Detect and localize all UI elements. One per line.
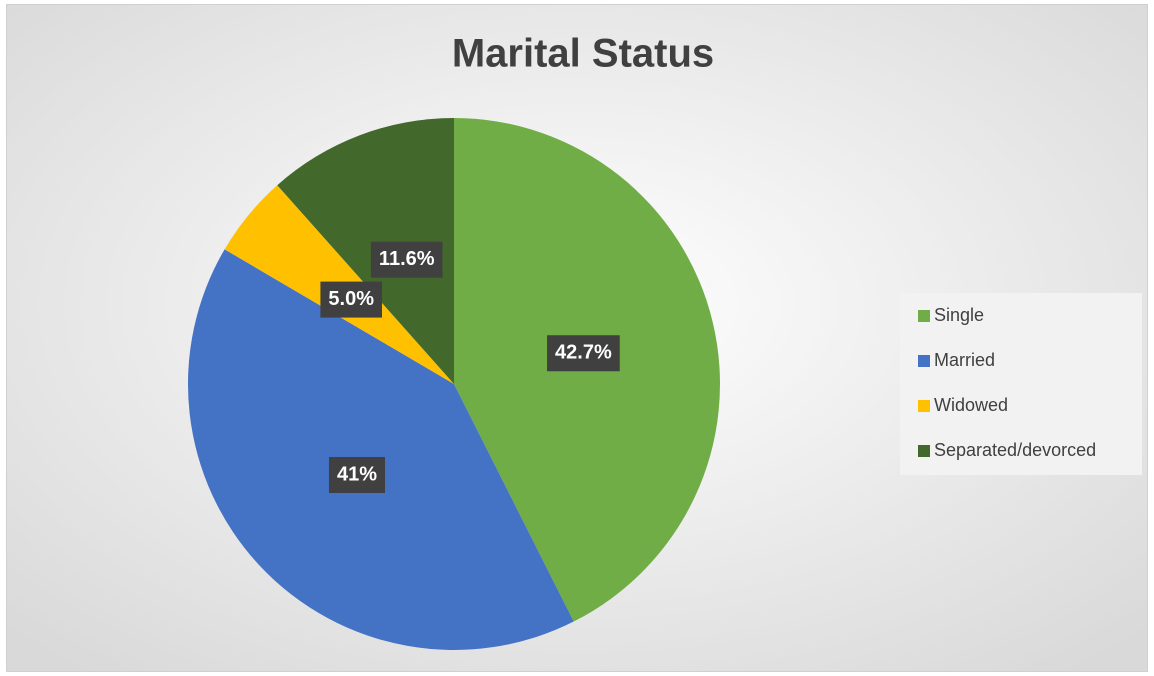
legend-swatch <box>918 445 930 457</box>
data-label-box <box>547 335 620 372</box>
pie-slice <box>277 118 454 384</box>
legend-label: Married <box>934 350 995 370</box>
data-label-box <box>320 281 383 318</box>
chart-title: Marital Status <box>452 32 714 76</box>
legend <box>900 293 1142 475</box>
data-label: 5.0% <box>328 288 374 310</box>
data-label: 11.6% <box>379 248 435 270</box>
data-label-box <box>370 241 443 278</box>
legend-label: Separated/devorced <box>934 440 1096 460</box>
legend-label: Single <box>934 305 984 325</box>
legend-swatch <box>918 310 930 322</box>
pie-slice <box>187 249 574 651</box>
data-label-box <box>328 456 386 493</box>
legend-swatch <box>918 355 930 367</box>
legend-label: Widowed <box>934 395 1008 415</box>
legend-swatch <box>918 400 930 412</box>
data-label: 42.7% <box>555 342 612 364</box>
data-label: 41% <box>337 463 377 485</box>
